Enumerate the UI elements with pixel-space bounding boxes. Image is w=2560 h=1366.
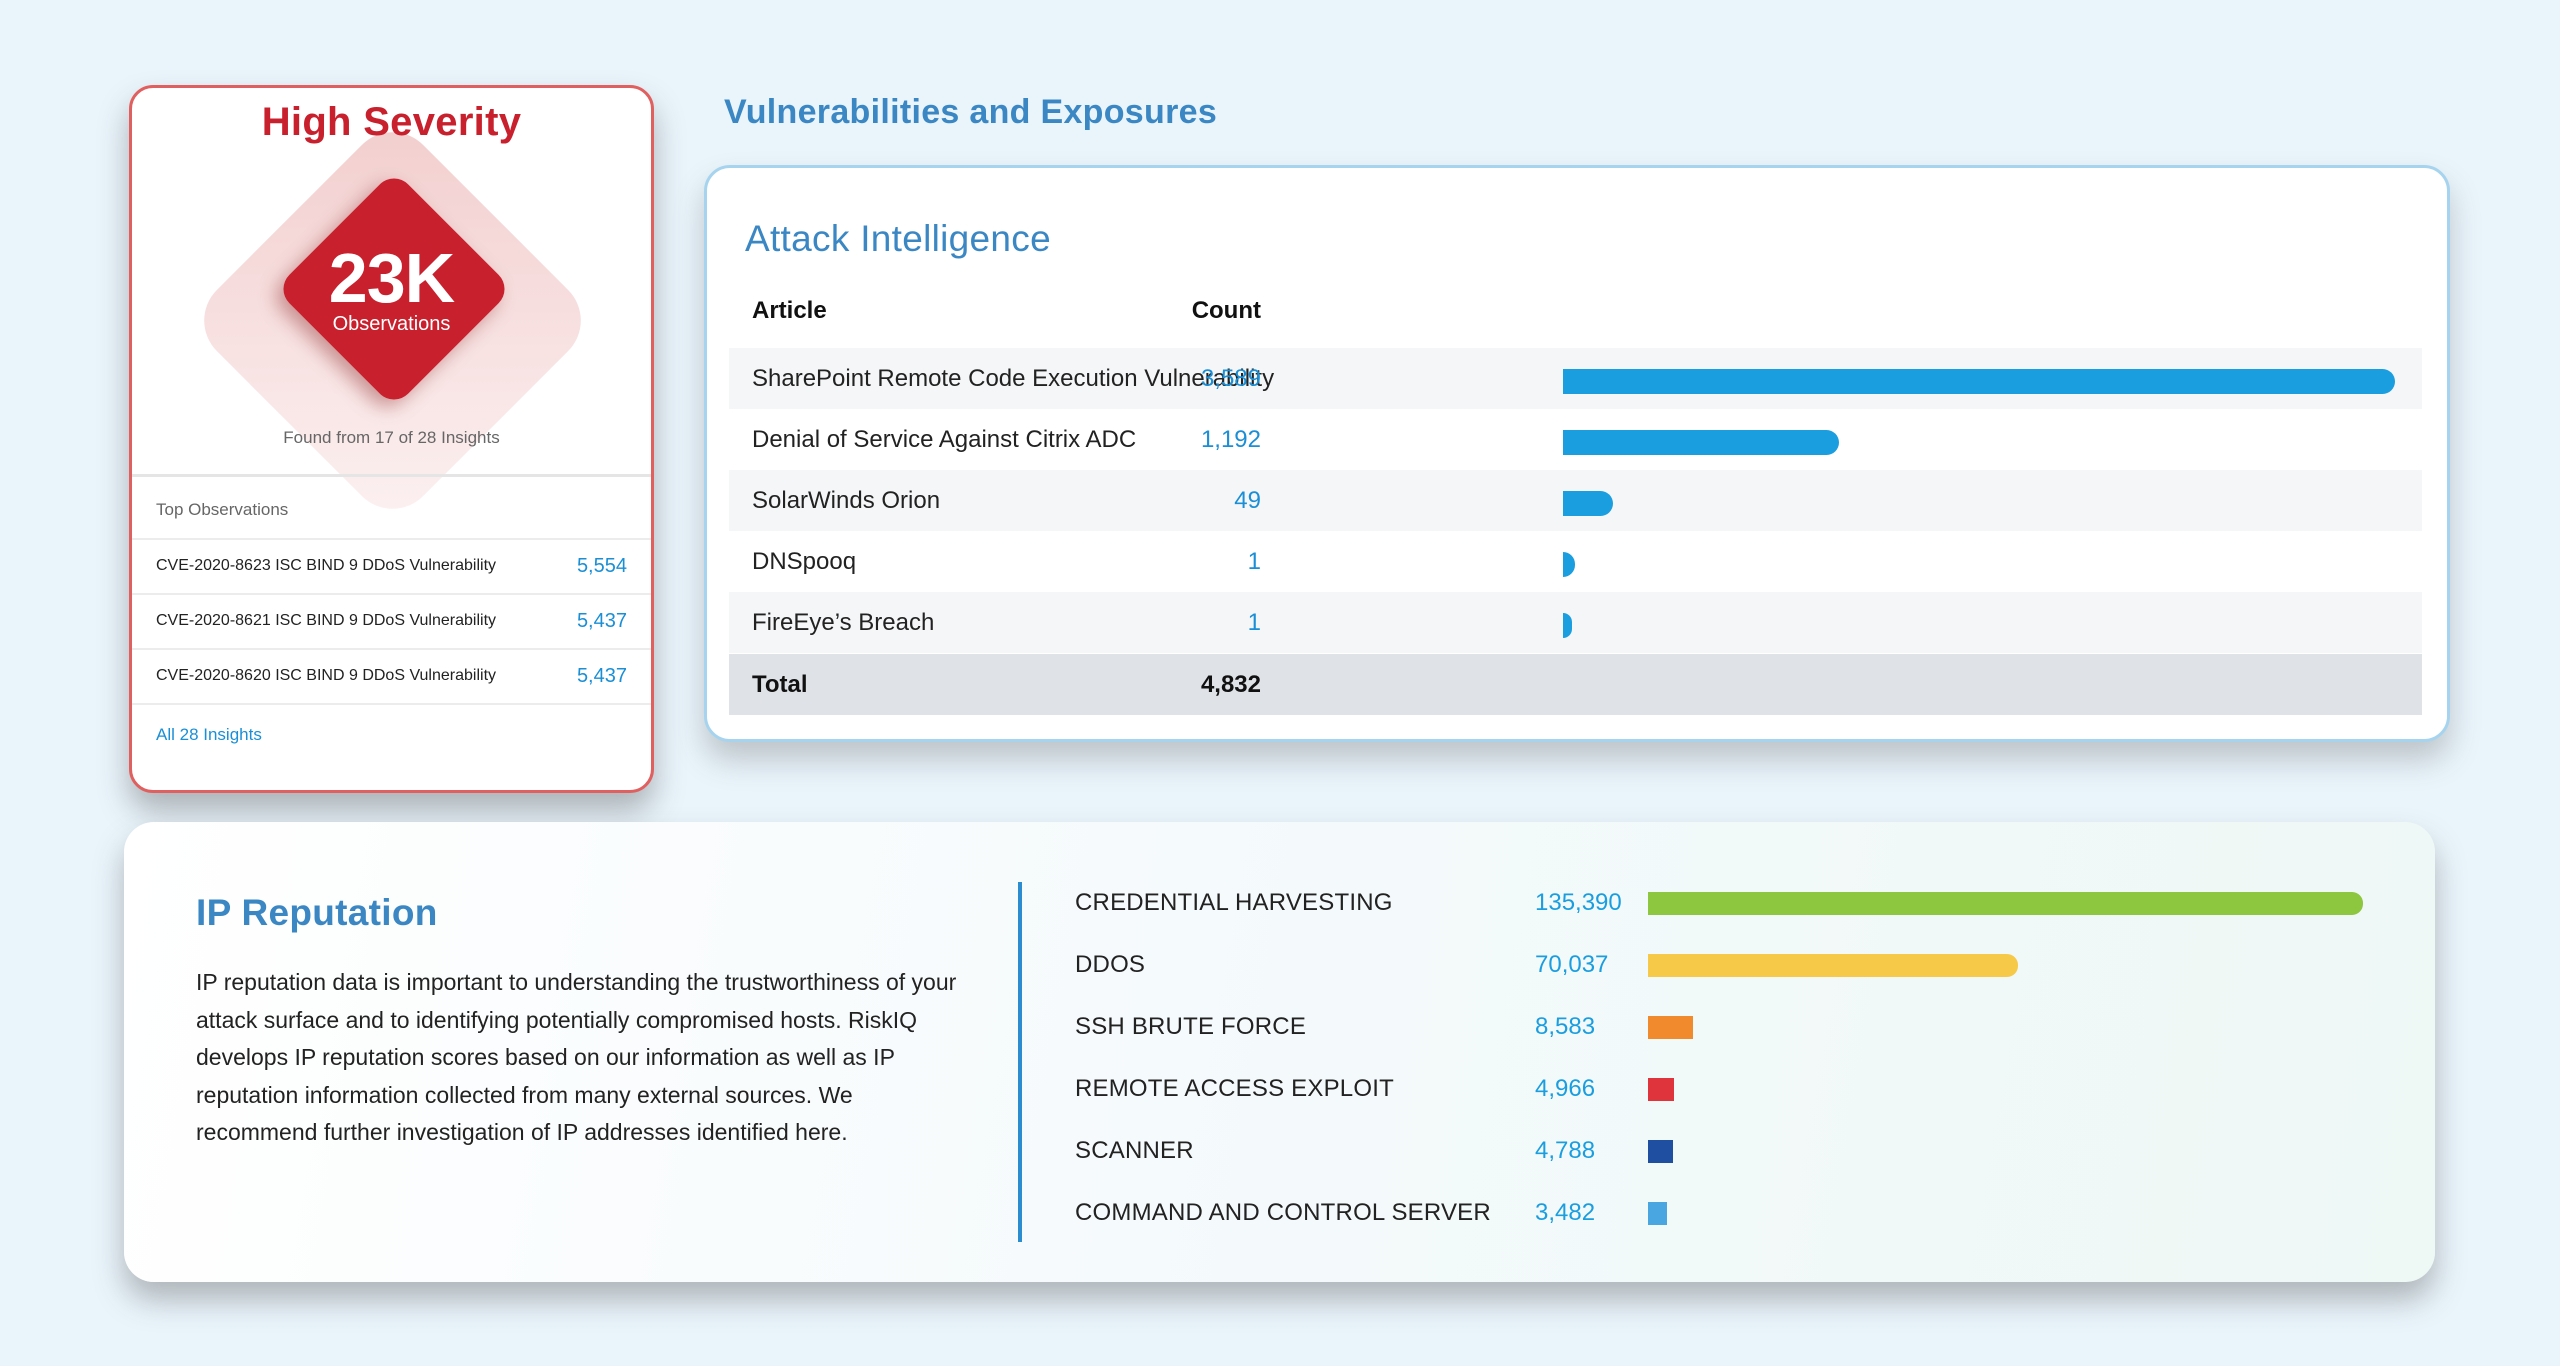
attack-intelligence-title: Attack Intelligence [745, 218, 1051, 259]
table-row[interactable]: Denial of Service Against Citrix ADC 1,1… [729, 409, 2422, 470]
ip-category-row[interactable]: COMMAND AND CONTROL SERVER 3,482 [1075, 1191, 2395, 1231]
article-name: SolarWinds Orion [752, 487, 941, 514]
article-count: 1 [1247, 609, 1261, 636]
top-observations-label: Top Observations [156, 500, 289, 519]
column-header-article: Article [752, 297, 827, 324]
observation-value: 5,437 [576, 664, 627, 687]
severity-divider [132, 474, 651, 477]
category-bar [1648, 1016, 1694, 1039]
observation-row[interactable]: CVE-2020-8623 ISC BIND 9 DDoS Vulnerabil… [132, 538, 651, 592]
table-row[interactable]: SharePoint Remote Code Execution Vulnera… [729, 348, 2422, 409]
attack-intelligence-card: Attack Intelligence Article Count ShareP… [704, 165, 2450, 742]
observation-value: 5,437 [576, 609, 627, 632]
ip-reputation-card: IP Reputation IP reputation data is impo… [124, 822, 2435, 1282]
category-label: CREDENTIAL HARVESTING [1075, 889, 1393, 916]
count-bar [1563, 430, 1840, 455]
category-count: 70,037 [1535, 951, 1609, 978]
category-count: 135,390 [1535, 889, 1622, 916]
category-count: 3,482 [1535, 1199, 1596, 1226]
ip-category-row[interactable]: REMOTE ACCESS EXPLOIT 4,966 [1075, 1067, 2395, 1107]
ip-category-row[interactable]: SSH BRUTE FORCE 8,583 [1075, 1005, 2395, 1045]
category-label: COMMAND AND CONTROL SERVER [1075, 1199, 1491, 1226]
category-count: 8,583 [1535, 1013, 1596, 1040]
observation-name: CVE-2020-8620 ISC BIND 9 DDoS Vulnerabil… [156, 667, 497, 684]
total-count: 4,832 [1200, 671, 1261, 698]
ip-reputation-title: IP Reputation [196, 892, 438, 933]
table-total-row: Total 4,832 [729, 654, 2422, 715]
article-name: FireEye’s Breach [752, 609, 935, 636]
table-row[interactable]: SolarWinds Orion 49 [729, 470, 2422, 531]
article-name: Denial of Service Against Citrix ADC [752, 426, 1137, 453]
count-bar [1563, 369, 2395, 394]
total-label: Total [752, 671, 808, 698]
ip-reputation-description: IP reputation data is important to under… [196, 969, 957, 1145]
ip-category-row[interactable]: CREDENTIAL HARVESTING 135,390 [1075, 881, 2395, 921]
count-bar [1563, 491, 1613, 516]
observation-row[interactable]: CVE-2020-8621 ISC BIND 9 DDoS Vulnerabil… [132, 593, 651, 647]
observation-count: 23K [328, 239, 455, 317]
severity-title: High Severity [261, 100, 522, 144]
article-count: 1 [1247, 548, 1261, 575]
ip-category-row[interactable]: SCANNER 4,788 [1075, 1129, 2395, 1169]
observation-row[interactable]: CVE-2020-8620 ISC BIND 9 DDoS Vulnerabil… [132, 648, 651, 702]
section-heading: Vulnerabilities and Exposures [724, 93, 1218, 131]
article-count: 1,192 [1200, 426, 1261, 453]
insights-found-text: Found from 17 of 28 Insights [283, 428, 500, 447]
table-row[interactable]: FireEye’s Breach 1 [729, 592, 2422, 653]
observation-list-end [132, 703, 651, 705]
article-count: 3,589 [1200, 365, 1261, 392]
category-bar [1648, 892, 2363, 915]
observation-value: 5,554 [576, 554, 627, 577]
category-bar [1648, 1202, 1667, 1225]
observation-name: CVE-2020-8623 ISC BIND 9 DDoS Vulnerabil… [156, 557, 497, 574]
observation-name: CVE-2020-8621 ISC BIND 9 DDoS Vulnerabil… [156, 612, 497, 629]
category-label: SSH BRUTE FORCE [1075, 1013, 1307, 1040]
category-count: 4,966 [1535, 1075, 1596, 1102]
article-name: SharePoint Remote Code Execution Vulnera… [752, 365, 1275, 392]
category-bar [1648, 954, 2018, 977]
vertical-divider [1018, 882, 1022, 1242]
category-bar [1648, 1140, 1674, 1163]
count-bar [1563, 613, 1572, 638]
category-bar [1648, 1078, 1675, 1101]
ip-category-row[interactable]: DDOS 70,037 [1075, 943, 2395, 983]
observation-count-label: Observations [332, 313, 451, 335]
count-bar [1563, 552, 1575, 577]
category-label: SCANNER [1075, 1137, 1194, 1164]
table-header: Article Count [729, 286, 2422, 336]
article-name: DNSpooq [752, 548, 857, 575]
category-label: DDOS [1075, 951, 1146, 978]
table-row[interactable]: DNSpooq 1 [729, 531, 2422, 592]
category-label: REMOTE ACCESS EXPLOIT [1075, 1075, 1394, 1102]
article-count: 49 [1234, 487, 1261, 514]
column-header-count: Count [1191, 297, 1261, 324]
all-insights-link[interactable]: All 28 Insights [156, 725, 262, 744]
category-count: 4,788 [1535, 1137, 1596, 1164]
high-severity-card: High Severity 23K Observations Found fro… [129, 85, 654, 793]
